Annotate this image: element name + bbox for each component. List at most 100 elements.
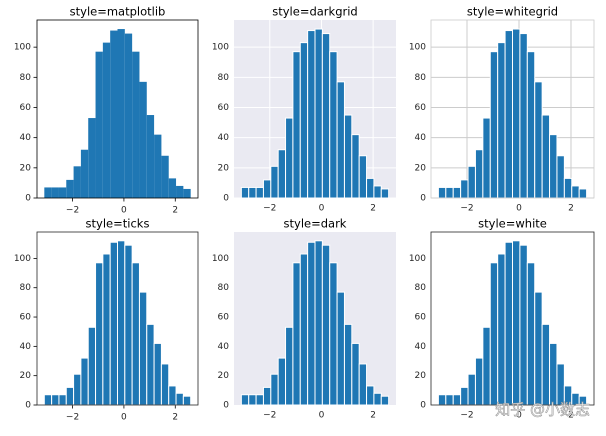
chart-title: style=dark <box>284 217 347 231</box>
subplot: 0 20 40 60 80 100 −2 0 2 style=ticks <box>14 217 199 423</box>
x-tick-label: 0 <box>516 204 522 214</box>
bar <box>452 186 462 199</box>
y-tick-label: 0 <box>223 401 229 411</box>
y-tick-label: 100 <box>14 254 31 264</box>
bar <box>299 42 309 199</box>
bar <box>124 244 133 406</box>
bar <box>526 51 536 199</box>
bar <box>343 114 353 199</box>
axes-frame <box>430 19 595 199</box>
bar <box>321 244 331 406</box>
bar <box>138 291 148 406</box>
y-tick-label: 100 <box>409 43 426 53</box>
y-tick-label: 40 <box>218 133 230 143</box>
bar <box>437 186 447 199</box>
y-tick-label: 100 <box>212 43 229 53</box>
bar <box>549 134 558 199</box>
y-tick-label: 80 <box>218 73 230 83</box>
bar <box>497 42 506 199</box>
x-tick-label: −2 <box>263 411 276 421</box>
y-tick-label: 20 <box>218 371 230 381</box>
bar <box>380 188 390 199</box>
bar <box>161 155 169 198</box>
x-tick-label: 0 <box>121 413 127 423</box>
x-tick-label: 2 <box>370 411 376 421</box>
bar <box>556 363 565 406</box>
bar <box>124 33 133 199</box>
axes-frame <box>430 231 595 406</box>
bar <box>380 395 390 406</box>
x-tick-label: 2 <box>568 204 574 214</box>
bar <box>262 386 272 406</box>
bar <box>541 323 551 406</box>
bar <box>445 186 454 199</box>
bar <box>160 363 170 406</box>
x-tick-label: 2 <box>172 413 178 423</box>
bar <box>482 326 491 406</box>
bar <box>314 240 323 406</box>
bar <box>262 179 272 199</box>
y-tick-label: 80 <box>415 73 427 83</box>
bar <box>292 262 301 406</box>
bar <box>73 166 81 198</box>
y-tick-label: 60 <box>218 313 230 323</box>
x-tick-label: 2 <box>172 206 178 216</box>
y-tick-label: 0 <box>420 194 426 204</box>
bar <box>88 118 96 198</box>
bar <box>175 392 184 406</box>
bar <box>87 326 97 406</box>
bar <box>117 240 126 406</box>
bar <box>168 385 177 406</box>
bar <box>277 149 287 199</box>
bar <box>489 262 499 406</box>
y-tick-label: 0 <box>420 401 426 411</box>
bar <box>131 262 140 406</box>
bar <box>512 240 521 406</box>
bar <box>314 28 323 199</box>
bar <box>460 179 469 199</box>
bar <box>58 187 67 198</box>
y-tick-label: 80 <box>20 73 32 83</box>
bar <box>329 262 338 406</box>
bar <box>512 28 521 199</box>
bar <box>240 186 250 199</box>
bar <box>336 291 345 406</box>
bar <box>351 134 360 199</box>
bar <box>519 33 528 199</box>
bar <box>571 185 580 199</box>
bar <box>132 51 140 199</box>
bar <box>109 241 118 406</box>
bar <box>248 186 257 199</box>
bar <box>58 394 67 406</box>
bar <box>102 253 111 406</box>
bar <box>277 357 287 406</box>
x-tick-label: 0 <box>319 204 325 214</box>
y-tick-label: 0 <box>25 401 31 411</box>
subplot: 0 20 40 60 80 100 −2 0 2 style=whitegrid <box>409 5 595 214</box>
y-tick-label: 100 <box>14 43 31 53</box>
bar <box>43 394 53 406</box>
x-tick-label: −2 <box>460 411 473 421</box>
x-tick-label: −2 <box>263 204 276 214</box>
bar <box>578 188 588 199</box>
bar <box>176 185 184 198</box>
y-tick-label: 60 <box>20 313 32 323</box>
bar <box>80 149 89 198</box>
x-tick-label: 0 <box>319 411 325 421</box>
bar <box>366 385 375 406</box>
x-tick-label: 2 <box>568 411 574 421</box>
y-tick-label: 20 <box>415 371 427 381</box>
bar <box>248 394 257 406</box>
bar <box>549 342 558 406</box>
y-tick-label: 60 <box>415 313 427 323</box>
bar <box>482 117 491 199</box>
bar <box>292 51 301 199</box>
y-tick-label: 60 <box>218 103 230 113</box>
bar <box>489 51 499 199</box>
bar <box>153 342 162 406</box>
y-tick-label: 20 <box>20 371 32 381</box>
bar <box>95 51 103 199</box>
bar <box>534 291 543 406</box>
bar <box>182 395 192 406</box>
